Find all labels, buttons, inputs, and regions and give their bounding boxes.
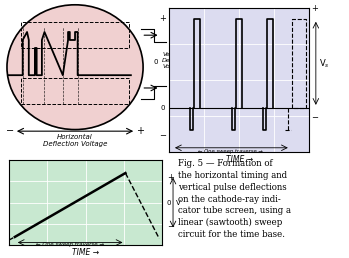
Text: ← One sweep traverse →: ← One sweep traverse → xyxy=(198,149,263,154)
Text: 0: 0 xyxy=(167,199,171,206)
Text: +: + xyxy=(311,4,318,13)
X-axis label: TIME →: TIME → xyxy=(72,248,99,257)
Text: V$_s$: V$_s$ xyxy=(319,57,329,70)
Text: +: + xyxy=(136,126,143,136)
X-axis label: TIME →: TIME → xyxy=(225,155,253,164)
Text: −: − xyxy=(6,126,15,136)
Text: −: − xyxy=(159,131,166,140)
Bar xyxy=(21,22,129,48)
Text: 0: 0 xyxy=(153,59,157,65)
Text: Horizontal
Deflection Voltage: Horizontal Deflection Voltage xyxy=(43,134,107,147)
Circle shape xyxy=(7,5,143,130)
Text: Fig. 5 — Formation of
the horizontal timing and
vertical pulse deflections
on th: Fig. 5 — Formation of the horizontal tim… xyxy=(178,159,291,239)
Text: −: − xyxy=(311,113,318,122)
Bar xyxy=(21,78,129,104)
Text: Vertical
Deflection
Voltage: Vertical Deflection Voltage xyxy=(162,52,194,69)
Text: +: + xyxy=(167,173,174,182)
Text: 0: 0 xyxy=(160,105,164,111)
Text: +: + xyxy=(159,14,166,23)
Text: −: − xyxy=(167,223,174,232)
Text: ← One sweep traverse →: ← One sweep traverse → xyxy=(36,242,104,247)
Text: V: V xyxy=(176,199,181,206)
